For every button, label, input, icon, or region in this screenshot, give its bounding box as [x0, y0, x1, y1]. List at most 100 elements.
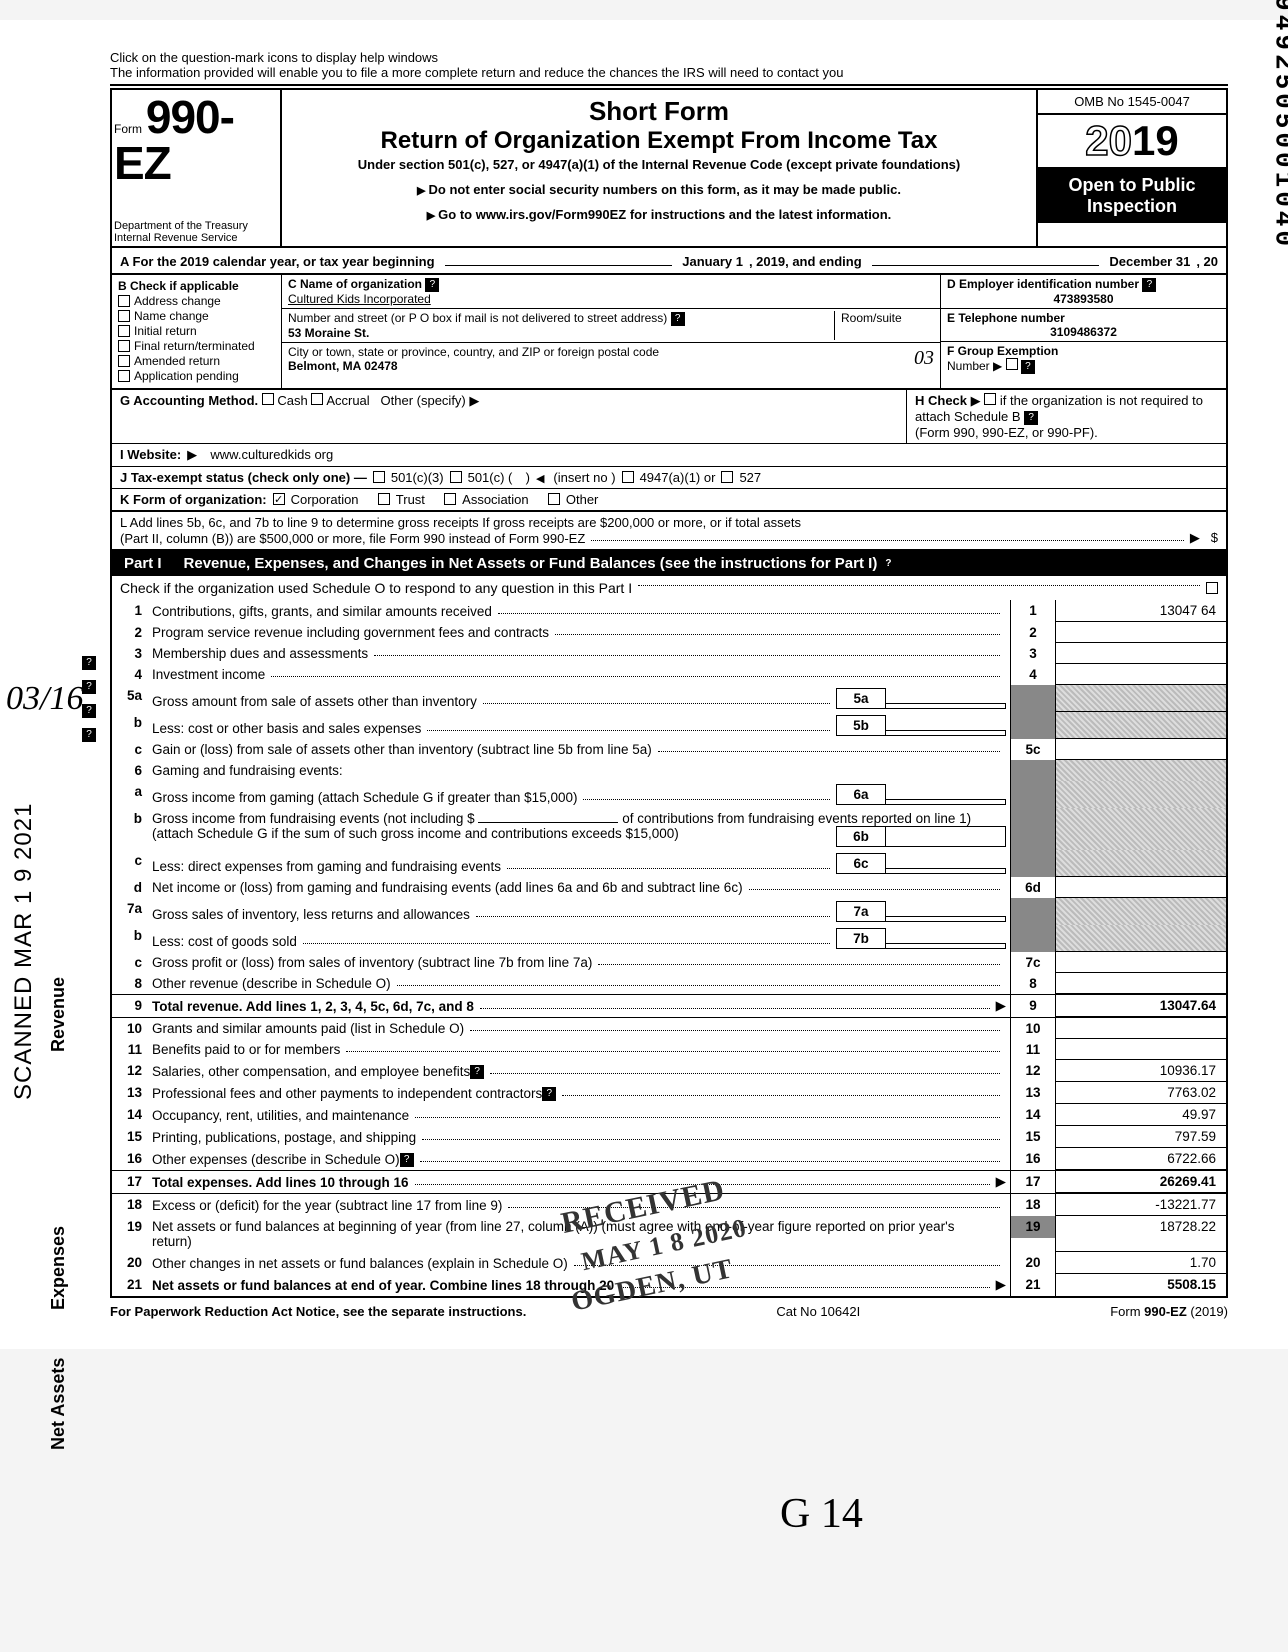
line-7c-value: [1056, 952, 1226, 973]
dln-code: 29492505001040: [1268, 0, 1288, 250]
row-k-form-org: K Form of organization: ✓ Corporation Tr…: [110, 489, 1228, 512]
line-21-value: 5508.15: [1056, 1274, 1226, 1296]
help-icon[interactable]: ?: [470, 1065, 484, 1079]
help-icon[interactable]: ?: [82, 704, 96, 718]
line-13-value: 7763.02: [1056, 1082, 1226, 1104]
line-2-desc: Program service revenue including govern…: [152, 625, 549, 640]
line-7b-desc: Less: cost of goods sold: [152, 934, 297, 949]
vlabel-net-assets: Net Assets: [48, 1358, 69, 1450]
label-h: H Check: [915, 393, 967, 408]
line-18-value: -13221.77: [1056, 1194, 1226, 1216]
page-footer: For Paperwork Reduction Act Notice, see …: [110, 1298, 1228, 1319]
row-a-tax-year: A For the 2019 calendar year, or tax yea…: [110, 248, 1228, 275]
line-12-value: 10936.17: [1056, 1060, 1226, 1082]
checkbox-association[interactable]: [444, 493, 456, 505]
line-20-value: 1.70: [1056, 1252, 1226, 1274]
checkbox-app-pending[interactable]: [118, 370, 130, 382]
phone-value: 3109486372: [947, 325, 1220, 339]
checkbox-final-return[interactable]: [118, 340, 130, 352]
handwritten-initials: G 14: [780, 1490, 863, 1538]
help-icon[interactable]: ?: [425, 278, 439, 292]
vlabel-expenses: Expenses: [48, 1226, 69, 1310]
checkbox-cash[interactable]: [262, 393, 274, 405]
line-10-value: [1056, 1018, 1226, 1039]
top-instructions: Click on the question-mark icons to disp…: [110, 50, 1228, 86]
line-9-desc: Total revenue. Add lines 1, 2, 3, 4, 5c,…: [152, 999, 474, 1014]
website-value: www.culturedkids org: [210, 447, 333, 462]
checkbox-schedule-o[interactable]: [1206, 582, 1218, 594]
help-icon[interactable]: ?: [1021, 360, 1035, 374]
checkbox-trust[interactable]: [378, 493, 390, 505]
line-4-desc: Investment income: [152, 667, 265, 682]
scanned-stamp: SCANNED MAR 1 9 2021: [10, 803, 38, 1100]
checkbox-amended[interactable]: [118, 355, 130, 367]
label-accounting: G Accounting Method.: [120, 393, 258, 408]
handwritten-03: 03: [914, 347, 934, 370]
ssn-warning: Do not enter social security numbers on …: [290, 182, 1028, 197]
checkbox-schedule-b[interactable]: [984, 393, 996, 405]
group-exemption-box[interactable]: [1006, 358, 1018, 370]
help-icon[interactable]: ?: [82, 656, 96, 670]
tax-year: 2019: [1038, 115, 1226, 169]
line-6b-desc-a: Gross income from fundraising events (no…: [152, 811, 475, 826]
line-6a-desc: Gross income from gaming (attach Schedul…: [152, 790, 577, 805]
label-phone: E Telephone number: [947, 311, 1065, 325]
omb-no: OMB No 1545-0047: [1038, 90, 1226, 115]
help-icon[interactable]: ?: [1024, 411, 1038, 425]
line-10-desc: Grants and similar amounts paid (list in…: [152, 1021, 464, 1036]
line-20-desc: Other changes in net assets or fund bala…: [152, 1256, 568, 1271]
checkbox-initial-return[interactable]: [118, 325, 130, 337]
form-header: Form 990-EZ Department of the Treasury I…: [110, 88, 1228, 248]
help-icon[interactable]: ?: [671, 312, 685, 326]
form-number: 990-EZ: [114, 91, 234, 189]
open-inspection: Open to Public Inspection: [1038, 169, 1226, 223]
line-16-value: 6722.66: [1056, 1148, 1226, 1170]
part-i-check: Check if the organization used Schedule …: [110, 576, 1228, 600]
checkbox-address-change[interactable]: [118, 295, 130, 307]
section-b-header: B Check if applicable: [118, 279, 275, 293]
label-city: City or town, state or province, country…: [288, 345, 659, 359]
line-7a-desc: Gross sales of inventory, less returns a…: [152, 907, 470, 922]
part-i-header: Part I Revenue, Expenses, and Changes in…: [110, 551, 1228, 576]
line-6d-value: [1056, 877, 1226, 898]
checkbox-527[interactable]: [721, 471, 733, 483]
line-12-desc: Salaries, other compensation, and employ…: [152, 1064, 470, 1079]
city-state-zip: Belmont, MA 02478: [288, 359, 398, 373]
subtitle: Under section 501(c), 527, or 4947(a)(1)…: [290, 157, 1028, 172]
instructions-link: Go to www.irs.gov/Form990EZ for instruct…: [290, 207, 1028, 222]
label-room: Room/suite: [841, 311, 902, 325]
help-icon[interactable]: ?: [881, 557, 895, 571]
street-address: 53 Moraine St.: [288, 326, 369, 340]
line-21-desc: Net assets or fund balances at end of ye…: [152, 1278, 614, 1293]
org-name: Cultured Kids Incorporated: [288, 292, 431, 306]
line-8-value: [1056, 973, 1226, 994]
line-11-desc: Benefits paid to or for members: [152, 1042, 340, 1057]
checkbox-4947[interactable]: [622, 471, 634, 483]
label-street: Number and street (or P O box if mail is…: [288, 311, 667, 325]
line-13-desc: Professional fees and other payments to …: [152, 1086, 542, 1101]
line-14-desc: Occupancy, rent, utilities, and maintena…: [152, 1108, 409, 1123]
line-6d-desc: Net income or (loss) from gaming and fun…: [152, 880, 743, 895]
help-icon[interactable]: ?: [400, 1153, 414, 1167]
line-3-desc: Membership dues and assessments: [152, 646, 368, 661]
checkbox-corporation[interactable]: ✓: [273, 493, 285, 505]
line-1-value: 13047 64: [1056, 600, 1226, 622]
line-5c-value: [1056, 739, 1226, 760]
line-17-desc: Total expenses. Add lines 10 through 16: [152, 1175, 409, 1190]
help-icon[interactable]: ?: [1142, 278, 1156, 292]
row-i-website: I Website: ▶ www.culturedkids org: [110, 444, 1228, 467]
line-9-value: 13047.64: [1056, 995, 1226, 1017]
checkbox-accrual[interactable]: [311, 393, 323, 405]
checkbox-name-change[interactable]: [118, 310, 130, 322]
org-info-grid: B Check if applicable Address change Nam…: [110, 275, 1228, 390]
line-6c-desc: Less: direct expenses from gaming and fu…: [152, 859, 501, 874]
title-short-form: Short Form: [290, 96, 1028, 127]
checkbox-other-org[interactable]: [548, 493, 560, 505]
help-icon[interactable]: ?: [82, 680, 96, 694]
checkbox-501c[interactable]: [450, 471, 462, 483]
checkbox-501c3[interactable]: [373, 471, 385, 483]
line-15-value: 797.59: [1056, 1126, 1226, 1148]
help-icon[interactable]: ?: [82, 728, 96, 742]
row-j-status: J Tax-exempt status (check only one) — 5…: [110, 467, 1228, 489]
help-icon[interactable]: ?: [542, 1087, 556, 1101]
